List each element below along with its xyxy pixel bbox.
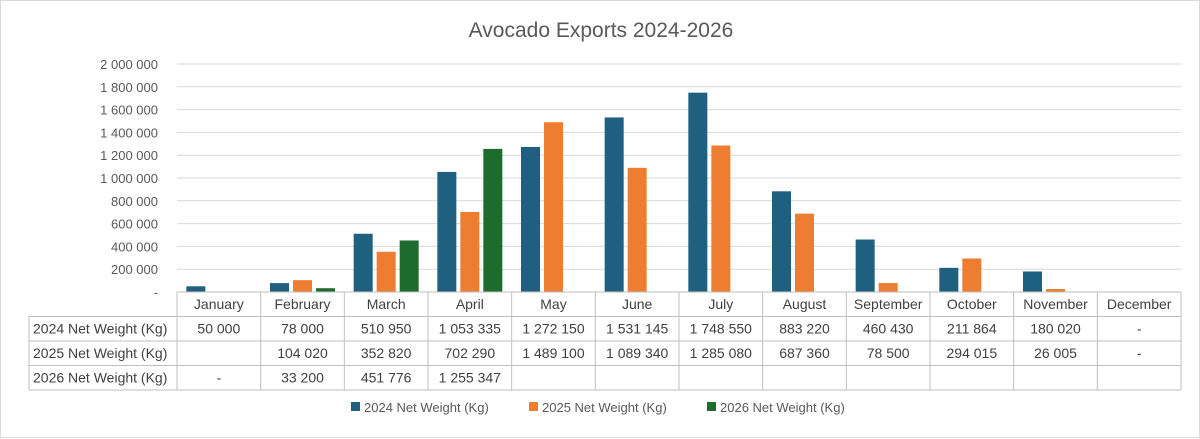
y-tick-label: 1 200 000 bbox=[100, 148, 158, 163]
data-label: 1 089 340 bbox=[606, 345, 668, 361]
data-label: 1 272 150 bbox=[522, 321, 584, 337]
data-label: 180 020 bbox=[1030, 321, 1081, 337]
bar bbox=[878, 283, 898, 292]
category-label: December bbox=[1107, 296, 1172, 312]
y-tick-label: 600 000 bbox=[111, 217, 158, 232]
bar bbox=[939, 267, 959, 292]
data-label: 78 500 bbox=[867, 345, 910, 361]
bar bbox=[688, 92, 708, 292]
data-label: 460 430 bbox=[863, 321, 914, 337]
bar bbox=[399, 240, 419, 292]
bar bbox=[186, 286, 206, 292]
bar bbox=[376, 251, 396, 292]
data-label: 26 005 bbox=[1034, 345, 1077, 361]
bar bbox=[1023, 271, 1042, 292]
data-label: 1 053 335 bbox=[439, 321, 501, 337]
bar bbox=[1046, 289, 1065, 292]
y-tick-label: 1 000 000 bbox=[100, 171, 158, 186]
category-label: February bbox=[274, 296, 330, 312]
data-label: 883 220 bbox=[779, 321, 830, 337]
bar bbox=[711, 145, 731, 292]
series-row-label: 2024 Net Weight (Kg) bbox=[33, 321, 167, 337]
y-tick-label: - bbox=[154, 285, 158, 300]
category-label: November bbox=[1023, 296, 1088, 312]
data-label: 294 015 bbox=[947, 345, 998, 361]
bar bbox=[795, 213, 814, 292]
data-label: 211 864 bbox=[947, 321, 997, 337]
y-tick-label: 1 800 000 bbox=[100, 80, 158, 95]
y-tick-label: 200 000 bbox=[111, 262, 158, 277]
data-label: 687 360 bbox=[779, 345, 830, 361]
bars bbox=[186, 92, 1065, 293]
data-label: 104 020 bbox=[277, 345, 328, 361]
legend: 2024 Net Weight (Kg) 2025 Net Weight (Kg)… bbox=[351, 400, 845, 415]
bar bbox=[460, 211, 480, 292]
category-label: July bbox=[708, 296, 733, 312]
category-label: October bbox=[947, 296, 997, 312]
data-label: 510 950 bbox=[361, 321, 412, 337]
y-tick-label: 2 000 000 bbox=[100, 57, 158, 72]
data-table: January February March April May June July Augu… bbox=[28, 291, 1182, 391]
data-label: - bbox=[1137, 321, 1142, 337]
bar bbox=[437, 171, 457, 292]
bar bbox=[855, 239, 875, 292]
y-tick-label: 400 000 bbox=[111, 239, 158, 254]
legend-swatch bbox=[529, 402, 538, 411]
category-label: August bbox=[783, 296, 827, 312]
bar bbox=[604, 117, 624, 293]
data-label: 352 820 bbox=[361, 345, 412, 361]
legend-swatch bbox=[351, 402, 360, 411]
legend-entry: 2024 Net Weight (Kg) bbox=[364, 400, 489, 415]
category-label: June bbox=[622, 296, 653, 312]
bar bbox=[316, 288, 335, 292]
y-tick-label: 800 000 bbox=[111, 194, 158, 209]
data-label: 451 776 bbox=[361, 370, 412, 386]
bar bbox=[293, 280, 312, 292]
category-label: January bbox=[194, 296, 244, 312]
bar bbox=[772, 191, 791, 292]
series-row-label: 2026 Net Weight (Kg) bbox=[33, 370, 167, 386]
data-label: 1 255 347 bbox=[439, 370, 501, 386]
legend-entry: 2025 Net Weight (Kg) bbox=[542, 400, 667, 415]
bar bbox=[962, 258, 982, 292]
category-label: March bbox=[367, 296, 406, 312]
category-label: May bbox=[540, 296, 566, 312]
data-label: 1 748 550 bbox=[690, 321, 752, 337]
chart-title: Avocado Exports 2024-2026 bbox=[469, 19, 734, 42]
data-label: 78 000 bbox=[281, 321, 324, 337]
data-label: 33 200 bbox=[281, 370, 324, 386]
y-tick-label: 1 400 000 bbox=[100, 125, 158, 140]
data-label: - bbox=[216, 370, 221, 386]
gridlines bbox=[177, 63, 1181, 270]
data-label: 702 290 bbox=[445, 345, 496, 361]
data-label: 1 285 080 bbox=[690, 345, 752, 361]
data-label: 1 489 100 bbox=[522, 345, 584, 361]
legend-entry: 2026 Net Weight (Kg) bbox=[720, 400, 845, 415]
bar bbox=[270, 283, 289, 292]
data-label: 1 531 145 bbox=[606, 321, 668, 337]
bar bbox=[627, 167, 647, 292]
bar bbox=[483, 148, 503, 292]
category-label: September bbox=[854, 296, 923, 312]
data-label: 50 000 bbox=[197, 321, 240, 337]
category-label: April bbox=[456, 296, 484, 312]
bar bbox=[544, 122, 563, 292]
y-axis-tick-labels: - 200 000 400 000 600 000 800 000 1 000 000 1 … bbox=[100, 57, 158, 300]
legend-swatch bbox=[707, 402, 716, 411]
bar bbox=[521, 146, 540, 292]
series-row-label: 2025 Net Weight (Kg) bbox=[33, 345, 167, 361]
data-label: - bbox=[1137, 345, 1142, 361]
y-tick-label: 1 600 000 bbox=[100, 103, 158, 118]
bar bbox=[353, 233, 373, 292]
